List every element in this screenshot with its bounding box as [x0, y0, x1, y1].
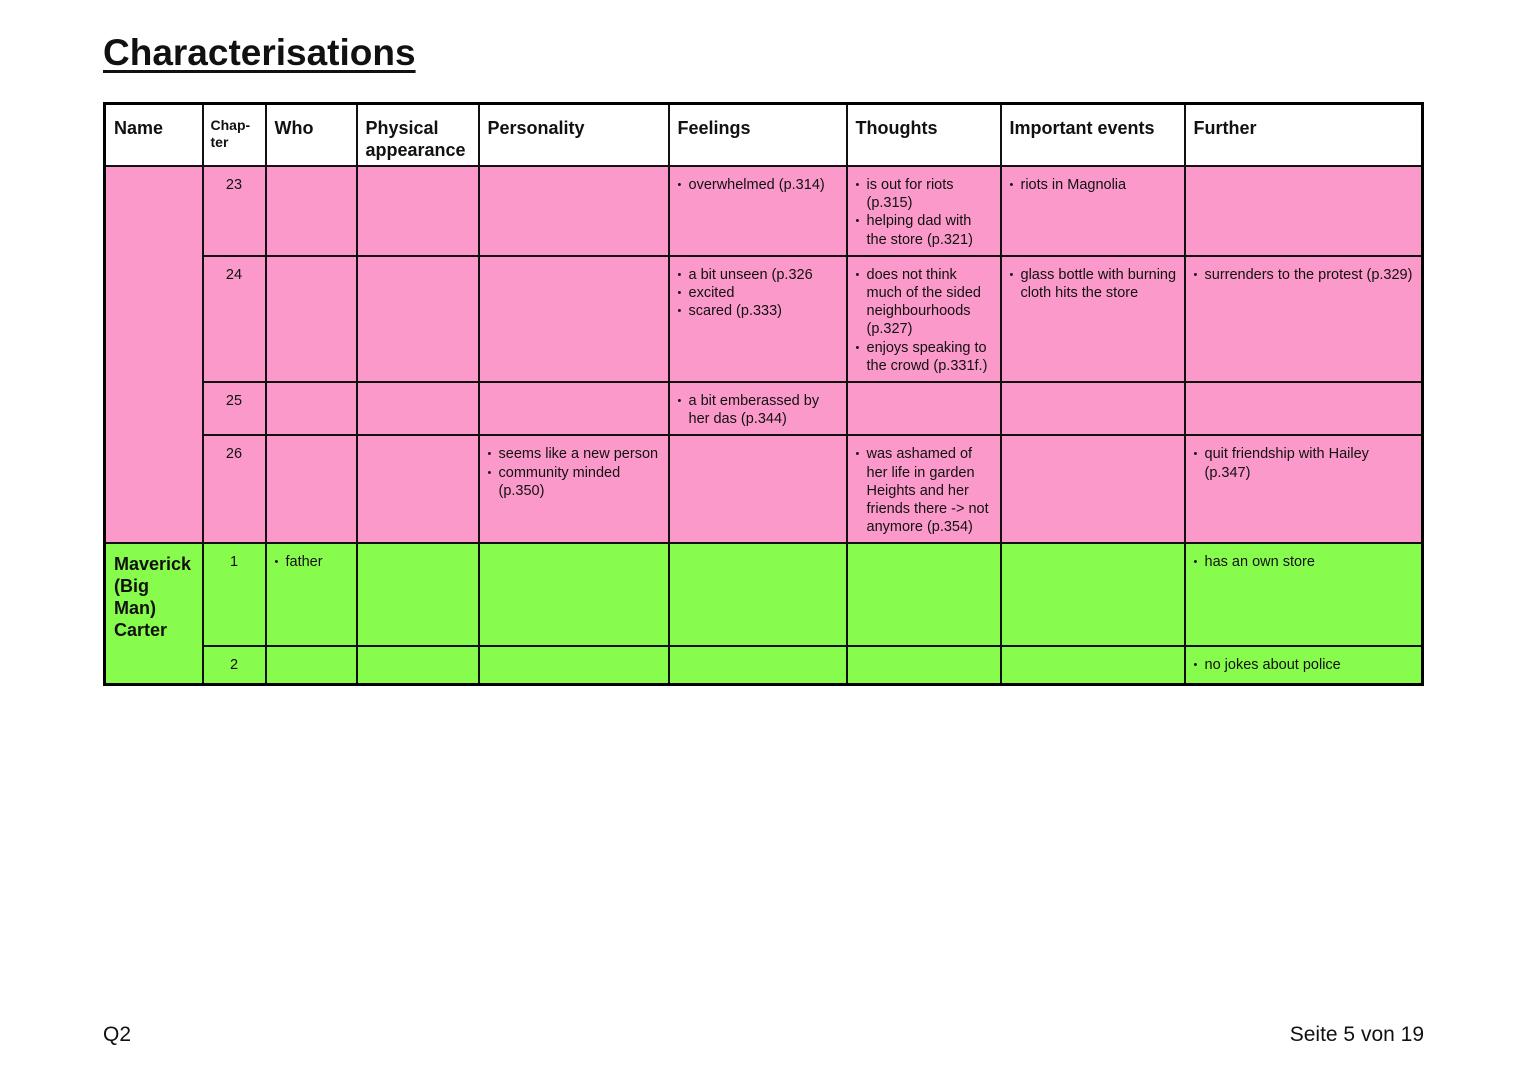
- list-item: scared (p.333): [677, 302, 839, 320]
- physical-cell: [355, 381, 480, 437]
- physical-cell: [355, 254, 480, 384]
- list-item: helping dad with the store (p.321): [855, 212, 993, 248]
- list-item: overwhelmed (p.314): [677, 176, 839, 194]
- thoughts-cell: was ashamed of her life in garden Height…: [845, 434, 1002, 545]
- events-cell: [999, 434, 1186, 545]
- header-further: Further: [1183, 102, 1424, 167]
- feelings-cell: a bit unseen (p.326 excited scared (p.33…: [667, 254, 848, 384]
- chapter-cell: 2: [201, 645, 267, 686]
- list-item: quit friendship with Hailey (p.347): [1193, 445, 1415, 481]
- list-item: no jokes about police: [1193, 656, 1415, 674]
- footer-label: Q2: [103, 1023, 132, 1046]
- chapter-cell: 24: [201, 254, 267, 384]
- characterisation-table: Name Chap-ter Who Physical appearance Pe…: [103, 102, 1424, 686]
- who-cell: father: [264, 542, 358, 648]
- thoughts-cell: is out for riots (p.315) helping dad wit…: [845, 165, 1002, 257]
- list-item: does not think much of the sided neighbo…: [855, 266, 993, 339]
- table-row: 24 a bit unseen (p.326 excited scared (p…: [105, 254, 1424, 384]
- who-cell: [264, 254, 358, 384]
- character-name-cell: Maverick (Big Man) Carter: [103, 542, 204, 685]
- thoughts-cell: [845, 542, 1002, 648]
- table-row: 2 no jokes about police: [105, 645, 1424, 686]
- further-cell: has an own store: [1183, 542, 1424, 648]
- further-cell: [1183, 381, 1424, 437]
- list-item: riots in Magnolia: [1009, 176, 1177, 194]
- further-cell: no jokes about police: [1183, 645, 1424, 686]
- header-name: Name: [103, 102, 204, 167]
- feelings-cell: [667, 645, 848, 686]
- physical-cell: [355, 165, 480, 257]
- feelings-cell: [667, 542, 848, 648]
- list-item: was ashamed of her life in garden Height…: [855, 445, 993, 536]
- list-item: is out for riots (p.315): [855, 176, 993, 212]
- header-chapter: Chap-ter: [201, 102, 267, 167]
- thoughts-cell: [845, 645, 1002, 686]
- further-cell: [1183, 165, 1424, 257]
- who-cell: [264, 381, 358, 437]
- events-cell: [999, 381, 1186, 437]
- page-number: Seite 5 von 19: [1289, 1023, 1424, 1046]
- header-physical: Physical appearance: [355, 102, 480, 167]
- events-cell: glass bottle with burning cloth hits the…: [999, 254, 1186, 384]
- chapter-cell: 25: [201, 381, 267, 437]
- feelings-cell: overwhelmed (p.314): [667, 165, 848, 257]
- header-events: Important events: [999, 102, 1186, 167]
- list-item: a bit emberassed by her das (p.344): [677, 392, 839, 428]
- character-name-cell: [103, 164, 204, 545]
- thoughts-cell: [845, 381, 1002, 437]
- list-item: has an own store: [1193, 553, 1415, 571]
- list-item: father: [274, 553, 349, 571]
- header-who: Who: [264, 102, 358, 167]
- chapter-cell: 1: [201, 542, 267, 648]
- list-item: a bit unseen (p.326: [677, 266, 839, 284]
- personality-cell: seems like a new person community minded…: [477, 434, 670, 545]
- list-item: enjoys speaking to the crowd (p.331f.): [855, 339, 993, 375]
- who-cell: [264, 165, 358, 257]
- header-thoughts: Thoughts: [845, 102, 1002, 167]
- physical-cell: [355, 645, 480, 686]
- table-row: 23 overwhelmed (p.314) is out for riots …: [103, 164, 1424, 545]
- list-item: seems like a new person: [487, 445, 661, 463]
- feelings-cell: a bit emberassed by her das (p.344): [667, 381, 848, 437]
- personality-cell: [477, 645, 670, 686]
- who-cell: [264, 434, 358, 545]
- physical-cell: [355, 542, 480, 648]
- chapter-cell: 23: [201, 165, 267, 257]
- list-item: excited: [677, 284, 839, 302]
- personality-cell: [477, 254, 670, 384]
- physical-cell: [355, 434, 480, 545]
- personality-cell: [477, 165, 670, 257]
- further-cell: quit friendship with Hailey (p.347): [1183, 434, 1424, 545]
- feelings-cell: [667, 434, 848, 545]
- table-row: 25 a bit emberassed by her das (p.344): [105, 381, 1424, 437]
- table-row: 26 seems like a new person community min…: [105, 434, 1424, 545]
- thoughts-cell: does not think much of the sided neighbo…: [845, 254, 1002, 384]
- personality-cell: [477, 381, 670, 437]
- list-item: surrenders to the protest (p.329): [1193, 266, 1415, 284]
- personality-cell: [477, 542, 670, 648]
- events-cell: [999, 542, 1186, 648]
- header-personality: Personality: [477, 102, 670, 167]
- events-cell: [999, 645, 1186, 686]
- list-item: community minded (p.350): [487, 464, 661, 500]
- header-row: Name Chap-ter Who Physical appearance Pe…: [103, 102, 1424, 167]
- page-title: Characterisations: [103, 32, 416, 73]
- events-cell: riots in Magnolia: [999, 165, 1186, 257]
- further-cell: surrenders to the protest (p.329): [1183, 254, 1424, 384]
- list-item: glass bottle with burning cloth hits the…: [1009, 266, 1177, 302]
- table-row: Maverick (Big Man) Carter 1 father has a…: [103, 542, 1424, 685]
- who-cell: [264, 645, 358, 686]
- chapter-cell: 26: [201, 434, 267, 545]
- header-feelings: Feelings: [667, 102, 848, 167]
